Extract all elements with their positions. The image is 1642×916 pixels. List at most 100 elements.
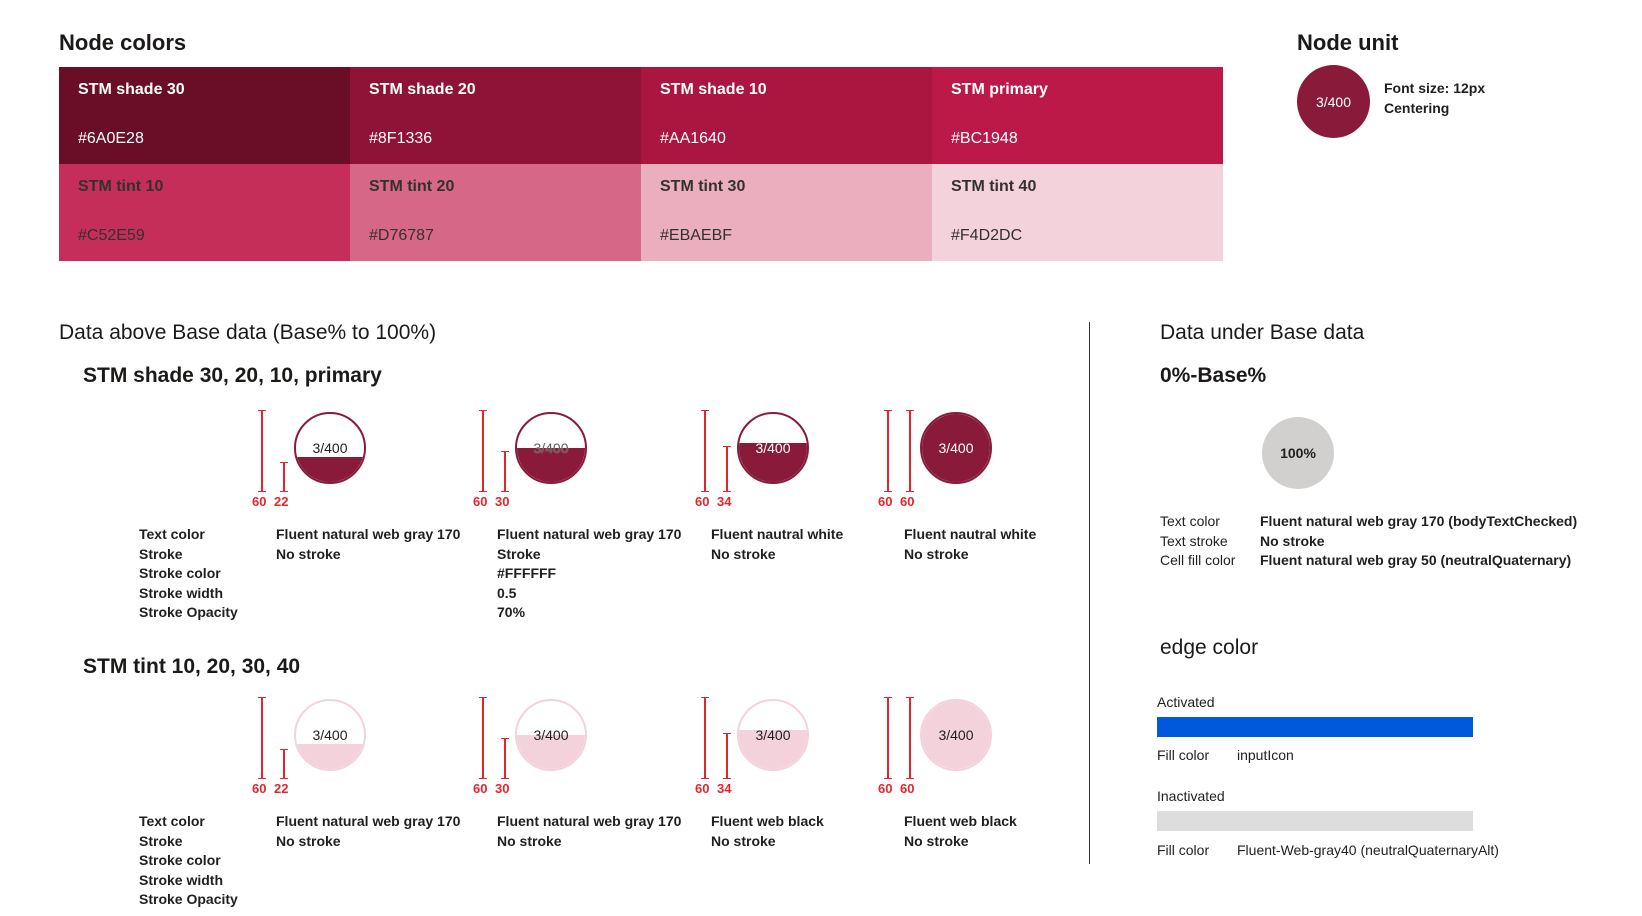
measure-bar-fill [280, 749, 288, 779]
color-swatch: STM primary #BC1948 [932, 67, 1223, 164]
shade-legend: Text color Stroke Stroke color Stroke wi… [139, 525, 238, 623]
node-desc-text-color: Fluent natural web gray 170 [276, 813, 461, 829]
measure-bar-full [479, 697, 487, 779]
swatch-name: STM shade 30 [78, 81, 185, 98]
node-description: Fluent natural web gray 170 No stroke [497, 812, 681, 851]
node-desc-stroke: No stroke [904, 545, 969, 562]
measure-bar-fill [906, 697, 914, 779]
measure-bar-fill [723, 446, 731, 492]
under-row-key: Cell fill color [1160, 552, 1236, 568]
measure-label-fill: 34 [717, 781, 732, 796]
node-desc-stroke: No stroke [276, 832, 341, 849]
under-node: 100% [1262, 417, 1334, 489]
node-fill [922, 414, 990, 482]
legend-stroke-color: Stroke color [139, 852, 221, 868]
measure-bar-fill [501, 451, 509, 492]
under-row-key: Text color [1160, 513, 1220, 529]
measure-bar-full [884, 697, 892, 779]
measure-label-fill: 60 [900, 494, 915, 509]
node-desc-text-color: Fluent natural web gray 170 [497, 813, 682, 829]
node-label: 3/400 [312, 440, 348, 456]
node-desc-stroke-width: 0.5 [497, 584, 517, 601]
measure-label-fill: 22 [274, 781, 289, 796]
node-desc-text-color: Fluent natural web gray 170 [276, 526, 461, 542]
measure-label-full: 60 [878, 494, 893, 509]
swatch-name: STM tint 20 [369, 178, 455, 195]
node-desc-text-color: Fluent web black [711, 813, 824, 829]
measure-label-fill: 30 [495, 494, 510, 509]
node-desc-stroke: No stroke [276, 545, 341, 562]
node-fill [296, 456, 364, 482]
measure-label-full: 60 [473, 781, 488, 796]
edge-inactivated-label: Inactivated [1157, 788, 1225, 804]
edge-inactivated-fill-label: Fill color [1157, 842, 1210, 858]
color-swatch: STM shade 20 #8F1336 [350, 67, 641, 164]
node-label: 3/400 [755, 727, 791, 743]
node-circle: 3/400 [920, 412, 992, 484]
measure-bar-full [701, 410, 709, 492]
under-row-value: No stroke [1260, 532, 1325, 549]
node-label: 3/400 [755, 440, 791, 456]
swatch-hex: #AA1640 [660, 130, 726, 147]
measure-label-fill: 22 [274, 494, 289, 509]
measure-bar-fill [501, 738, 509, 779]
tint-legend: Text color Stroke Stroke color Stroke wi… [139, 812, 238, 910]
measure-label-full: 60 [473, 494, 488, 509]
under-title: Data under Base data [1160, 321, 1365, 344]
under-row: Cell fill color Fluent natural web gray 5… [1160, 551, 1577, 571]
node-fill [739, 443, 807, 482]
legend-stroke-opacity: Stroke Opacity [139, 891, 238, 907]
measure-bar-fill [906, 410, 914, 492]
color-swatch: STM tint 30 #EBAEBF [641, 164, 932, 261]
node-colors-title: Node colors [59, 30, 187, 55]
swatch-hex: #BC1948 [951, 130, 1018, 147]
node-circle: 3/400 [920, 699, 992, 771]
swatch-name: STM tint 10 [78, 178, 164, 195]
edge-activated-label: Activated [1157, 694, 1215, 710]
measure-label-full: 60 [252, 781, 267, 796]
measure-bar-full [258, 410, 266, 492]
measure-label-full: 60 [878, 781, 893, 796]
node-circle: 3/400 [294, 412, 366, 484]
above-title: Data above Base data (Base% to 100%) [59, 321, 437, 344]
edge-inactivated-fill-value: Fluent-Web-gray40 (neutralQuaternaryAlt) [1237, 842, 1499, 858]
node-color-grid: STM shade 30 #6A0E28 STM shade 20 #8F1336 ST… [59, 67, 1223, 261]
node-desc-stroke-opacity: 70% [497, 604, 526, 620]
legend-text-color: Text color [139, 813, 205, 829]
node-desc-stroke: No stroke [711, 832, 776, 849]
node-label: 3/400 [533, 727, 569, 743]
legend-text-color: Text color [139, 526, 205, 542]
swatch-name: STM shade 20 [369, 81, 476, 98]
legend-stroke-width: Stroke width [139, 584, 224, 601]
node-fill [296, 743, 364, 769]
edge-activated-fill-value: inputIcon [1237, 747, 1294, 763]
node-fill [922, 701, 990, 769]
swatch-hex: #6A0E28 [78, 130, 144, 147]
under-node-label: 100% [1280, 445, 1316, 461]
node-fill [739, 730, 807, 769]
node-label: 3/400 [938, 727, 974, 743]
node-description: Fluent natural web gray 170 Stroke #FFFFFF… [497, 525, 681, 623]
node-circle: 3/400 [737, 699, 809, 771]
node-unit-centering: Centering [1384, 100, 1450, 116]
node-unit-label: 3/400 [1315, 93, 1352, 110]
node-desc-stroke: No stroke [904, 832, 969, 849]
node-description: Fluent natural web gray 170 No stroke [276, 812, 460, 851]
node-desc-stroke-color: #FFFFFF [497, 565, 557, 581]
node-desc-text-color: Fluent natural web gray 170 [497, 526, 682, 542]
color-swatch: STM tint 20 #D76787 [350, 164, 641, 261]
color-swatch: STM tint 10 #C52E59 [59, 164, 350, 261]
measure-bar-full [884, 410, 892, 492]
node-unit-sample: 3/400 [1297, 65, 1370, 138]
node-description: Fluent web black No stroke [711, 812, 824, 851]
node-circle: 3/400 [294, 699, 366, 771]
swatch-name: STM tint 40 [951, 178, 1037, 195]
legend-stroke-width: Stroke width [139, 871, 224, 888]
measure-label-full: 60 [252, 494, 267, 509]
under-row-key: Text stroke [1160, 532, 1228, 549]
node-circle: 3/400 [515, 412, 587, 484]
measure-bar-fill [723, 733, 731, 779]
legend-stroke-color: Stroke color [139, 565, 221, 581]
under-row-value: Fluent natural web gray 50 (neutralQuate… [1260, 552, 1572, 568]
measure-bar-full [701, 697, 709, 779]
